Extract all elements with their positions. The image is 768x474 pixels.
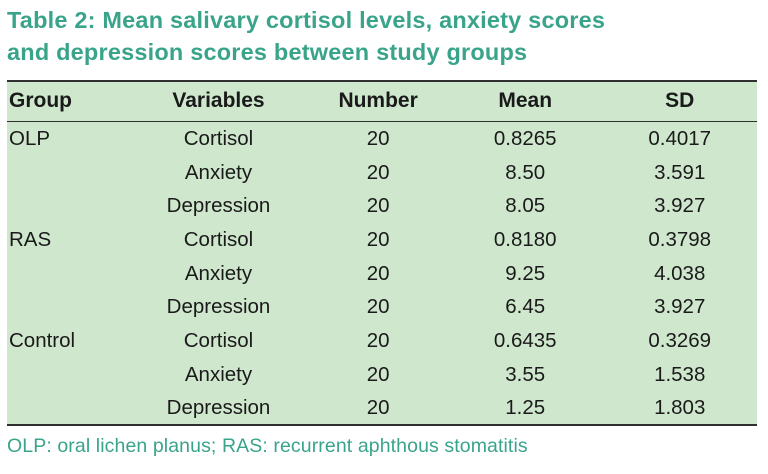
cell-mean: 8.50 — [505, 160, 546, 184]
cell-variable: Cortisol — [183, 227, 254, 251]
table-bottom-rule — [7, 424, 757, 426]
cell-group — [7, 392, 129, 426]
header-group: Group — [9, 89, 72, 112]
cell-sd: 0.4017 — [648, 126, 712, 150]
cell-sd: 3.927 — [654, 295, 706, 319]
table-body: OLP Cortisol 20 0.8265 0.4017 Anxiety 20… — [7, 122, 757, 425]
cell-group — [7, 358, 129, 392]
cell-group: Control — [9, 328, 76, 352]
cell-group — [7, 257, 129, 291]
cell-number: 20 — [366, 160, 390, 184]
table-row: RAS Cortisol 20 0.8180 0.3798 — [7, 223, 757, 257]
cell-group: RAS — [9, 227, 52, 251]
cell-number: 20 — [366, 362, 390, 386]
cell-number: 20 — [366, 295, 390, 319]
cell-mean: 6.45 — [505, 295, 546, 319]
data-table: Group Variables Number Mean SD OLP Corti… — [7, 80, 757, 425]
cell-variable: Anxiety — [184, 261, 253, 285]
cell-sd: 1.803 — [654, 396, 706, 420]
cell-variable: Depression — [166, 194, 271, 218]
table-row: Control Cortisol 20 0.6435 0.3269 — [7, 324, 757, 358]
cell-group — [7, 189, 129, 223]
table-row: Anxiety 20 8.50 3.591 — [7, 156, 757, 190]
table-row: Depression 20 8.05 3.927 — [7, 189, 757, 223]
cell-group — [7, 290, 129, 324]
cell-sd: 4.038 — [654, 261, 706, 285]
cell-mean: 0.6435 — [493, 328, 557, 352]
cell-group: OLP — [9, 126, 51, 150]
table-top-rule — [7, 80, 757, 82]
cell-mean: 3.55 — [505, 362, 546, 386]
cell-variable: Cortisol — [183, 126, 254, 150]
cell-mean: 0.8265 — [493, 126, 557, 150]
data-table-container: Group Variables Number Mean SD OLP Corti… — [7, 80, 757, 426]
table-row: Anxiety 20 3.55 1.538 — [7, 358, 757, 392]
cell-sd: 0.3269 — [648, 328, 712, 352]
table-title-line-1: Table 2: Mean salivary cortisol levels, … — [7, 7, 606, 33]
cell-mean: 9.25 — [505, 261, 546, 285]
cell-mean: 1.25 — [505, 396, 546, 420]
table-row: Depression 20 6.45 3.927 — [7, 290, 757, 324]
cell-mean: 8.05 — [505, 194, 546, 218]
table-title-line-2: and depression scores between study grou… — [7, 39, 528, 65]
cell-sd: 1.538 — [654, 362, 706, 386]
cell-number: 20 — [366, 194, 390, 218]
header-number: Number — [338, 89, 418, 112]
cell-number: 20 — [366, 126, 390, 150]
header-variables: Variables — [172, 89, 265, 112]
header-sd: SD — [665, 89, 695, 112]
cell-sd: 0.3798 — [648, 227, 712, 251]
table-row: Anxiety 20 9.25 4.038 — [7, 257, 757, 291]
cell-sd: 3.927 — [654, 194, 706, 218]
cell-mean: 0.8180 — [493, 227, 557, 251]
cell-number: 20 — [366, 396, 390, 420]
cell-sd: 3.591 — [654, 160, 706, 184]
cell-variable: Depression — [166, 396, 271, 420]
cell-number: 20 — [366, 227, 390, 251]
table-title: Table 2: Mean salivary cortisol levels, … — [7, 4, 767, 68]
cell-variable: Depression — [166, 295, 271, 319]
table-row: Depression 20 1.25 1.803 — [7, 392, 757, 426]
table-header-rule — [7, 121, 757, 122]
table-header-row: Group Variables Number Mean SD — [7, 80, 757, 122]
cell-variable: Anxiety — [184, 362, 253, 386]
cell-number: 20 — [366, 328, 390, 352]
cell-group — [7, 156, 129, 190]
cell-number: 20 — [366, 261, 390, 285]
cell-variable: Cortisol — [183, 328, 254, 352]
header-mean: Mean — [498, 89, 553, 112]
table-footnote: OLP: oral lichen planus; RAS: recurrent … — [7, 435, 528, 457]
table-row: OLP Cortisol 20 0.8265 0.4017 — [7, 122, 757, 156]
cell-variable: Anxiety — [184, 160, 253, 184]
